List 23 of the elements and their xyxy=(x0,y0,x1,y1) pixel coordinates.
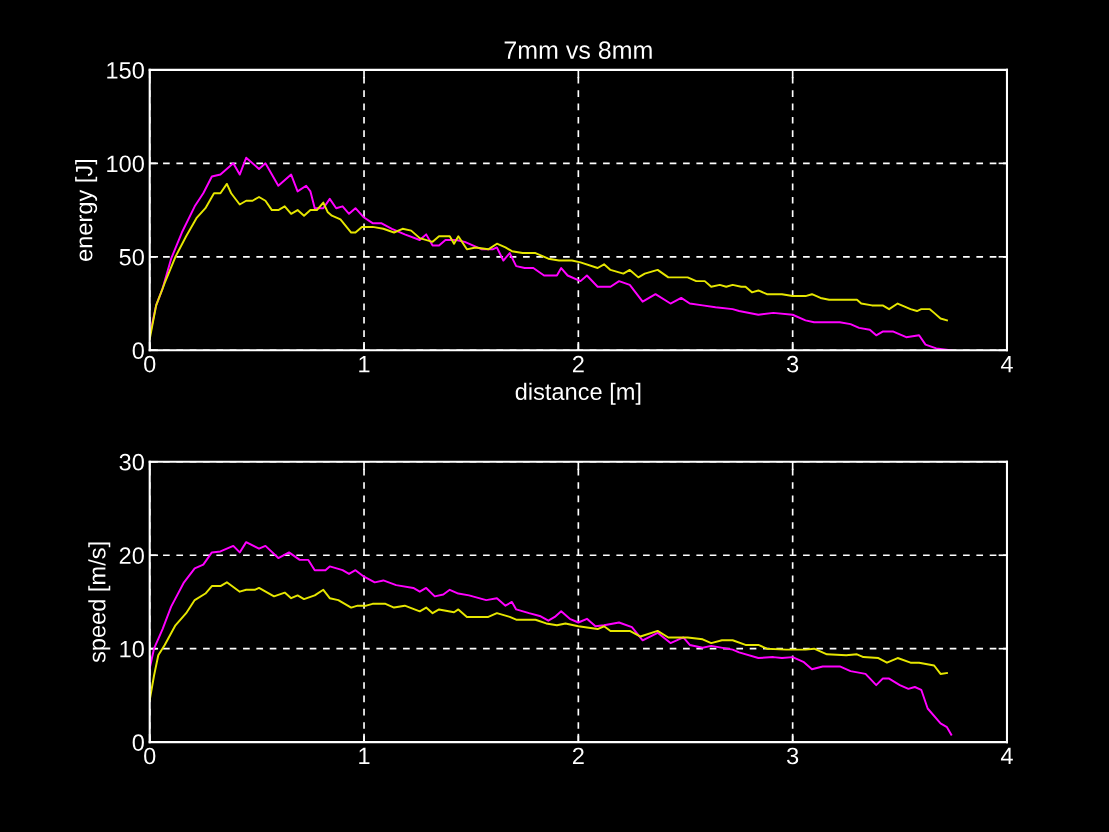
x-tick-label: 2 xyxy=(572,747,584,765)
y-tick-label: 20 xyxy=(119,547,144,565)
x-axis-title: distance [m] xyxy=(515,382,641,405)
line-series xyxy=(149,541,953,736)
y-tick-label: 50 xyxy=(119,248,144,266)
x-tick-label: 0 xyxy=(144,747,156,765)
x-tick-label: 3 xyxy=(786,747,799,765)
y-tick-label: 100 xyxy=(107,155,144,173)
x-tick-label: 4 xyxy=(1000,747,1013,765)
x-tick-label: 1 xyxy=(359,747,370,765)
x-tick-label: 2 xyxy=(572,355,584,373)
x-tick-label: 1 xyxy=(359,356,370,373)
x-tick-label: 4 xyxy=(1000,356,1013,373)
y-tick-label: 150 xyxy=(107,61,144,79)
x-tick-label: 0 xyxy=(144,355,156,373)
y-tick-label: 10 xyxy=(120,640,144,658)
y-tick-label: 0 xyxy=(132,734,144,751)
y-tick-label: 0 xyxy=(132,342,144,360)
y-tick-label: 30 xyxy=(119,453,144,471)
y-axis-title: energy [J] xyxy=(75,159,98,261)
x-tick-label: 3 xyxy=(786,355,799,373)
chart-title: 7mm vs 8mm xyxy=(504,41,652,60)
y-axis-title: speed [m/s] xyxy=(88,542,111,663)
